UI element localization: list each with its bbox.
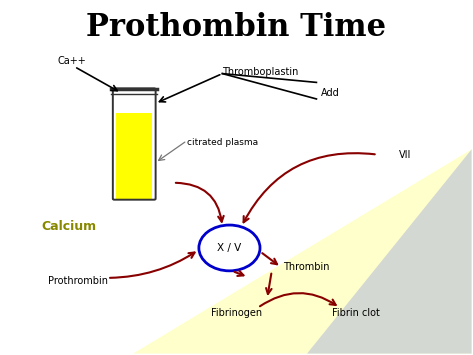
Text: Prothrombin: Prothrombin <box>48 277 108 286</box>
Text: Calcium: Calcium <box>41 220 96 233</box>
Text: VII: VII <box>399 149 411 160</box>
Text: X / V: X / V <box>217 243 242 253</box>
Text: Add: Add <box>321 88 340 98</box>
Text: citrated plasma: citrated plasma <box>187 138 258 147</box>
Text: Fibrin clot: Fibrin clot <box>333 308 380 318</box>
Text: Ca++: Ca++ <box>58 56 87 66</box>
Text: Thrombin: Thrombin <box>283 262 330 272</box>
Text: Thromboplastin: Thromboplastin <box>222 67 299 77</box>
Text: Fibrinogen: Fibrinogen <box>211 308 262 318</box>
Bar <box>116 114 152 199</box>
Polygon shape <box>307 149 472 354</box>
Text: Prothombin Time: Prothombin Time <box>87 12 386 43</box>
Polygon shape <box>133 149 472 354</box>
